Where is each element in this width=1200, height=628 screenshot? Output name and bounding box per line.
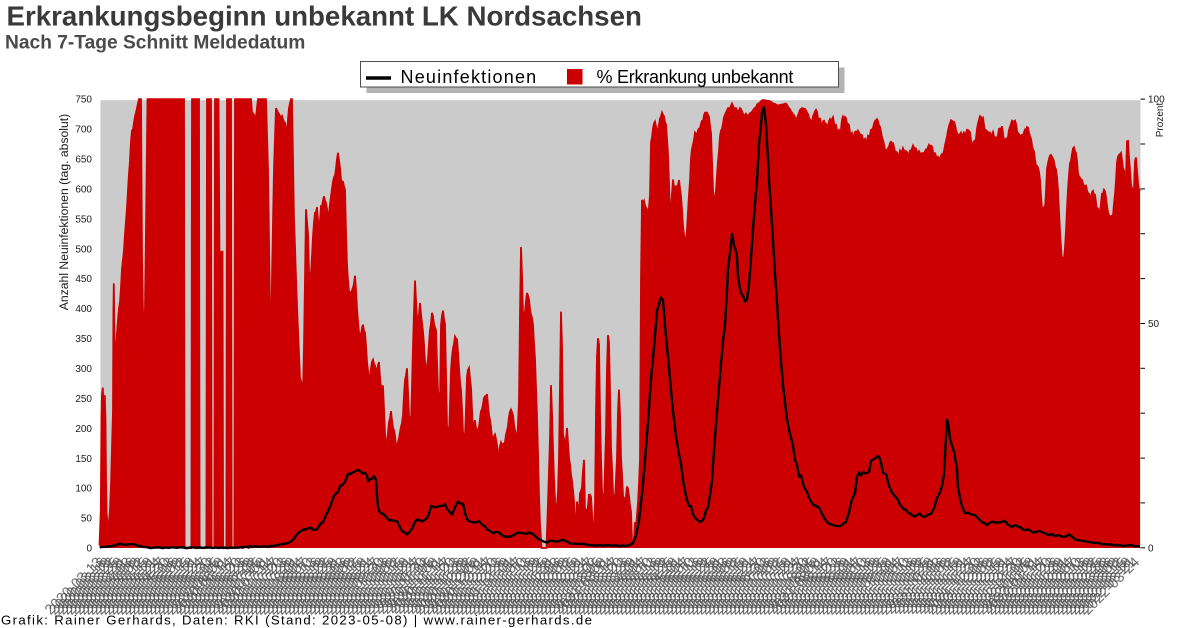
svg-text:Anzahl Neuinfektionen (tag. ab: Anzahl Neuinfektionen (tag. absolut) <box>57 114 71 310</box>
svg-text:Grafik: Rainer Gerhards, Daten: Grafik: Rainer Gerhards, Daten: RKI (Sta… <box>1 613 593 628</box>
svg-text:450: 450 <box>75 274 92 285</box>
svg-text:Neuinfektionen: Neuinfektionen <box>401 67 538 87</box>
svg-text:550: 550 <box>75 214 92 225</box>
svg-text:100: 100 <box>75 484 92 495</box>
svg-text:150: 150 <box>75 454 92 465</box>
svg-text:400: 400 <box>75 304 92 315</box>
svg-text:100: 100 <box>1148 95 1165 106</box>
svg-text:50: 50 <box>81 514 93 525</box>
svg-text:750: 750 <box>75 95 92 106</box>
svg-text:50: 50 <box>1148 319 1160 330</box>
svg-text:Erkrankungsbeginn unbekannt LK: Erkrankungsbeginn unbekannt LK Nordsachs… <box>7 1 642 32</box>
svg-text:650: 650 <box>75 155 92 166</box>
svg-text:350: 350 <box>75 334 92 345</box>
svg-text:250: 250 <box>75 394 92 405</box>
svg-text:0: 0 <box>1148 543 1154 554</box>
svg-text:500: 500 <box>75 244 92 255</box>
svg-text:300: 300 <box>75 364 92 375</box>
svg-text:700: 700 <box>75 125 92 136</box>
svg-text:Prozent: Prozent <box>1155 103 1166 138</box>
svg-text:Nach 7-Tage Schnitt Meldedatum: Nach 7-Tage Schnitt Meldedatum <box>5 33 305 54</box>
svg-text:0: 0 <box>86 544 92 555</box>
svg-text:600: 600 <box>75 184 92 195</box>
svg-text:% Erkrankung unbekannt: % Erkrankung unbekannt <box>597 67 794 87</box>
svg-text:200: 200 <box>75 424 92 435</box>
